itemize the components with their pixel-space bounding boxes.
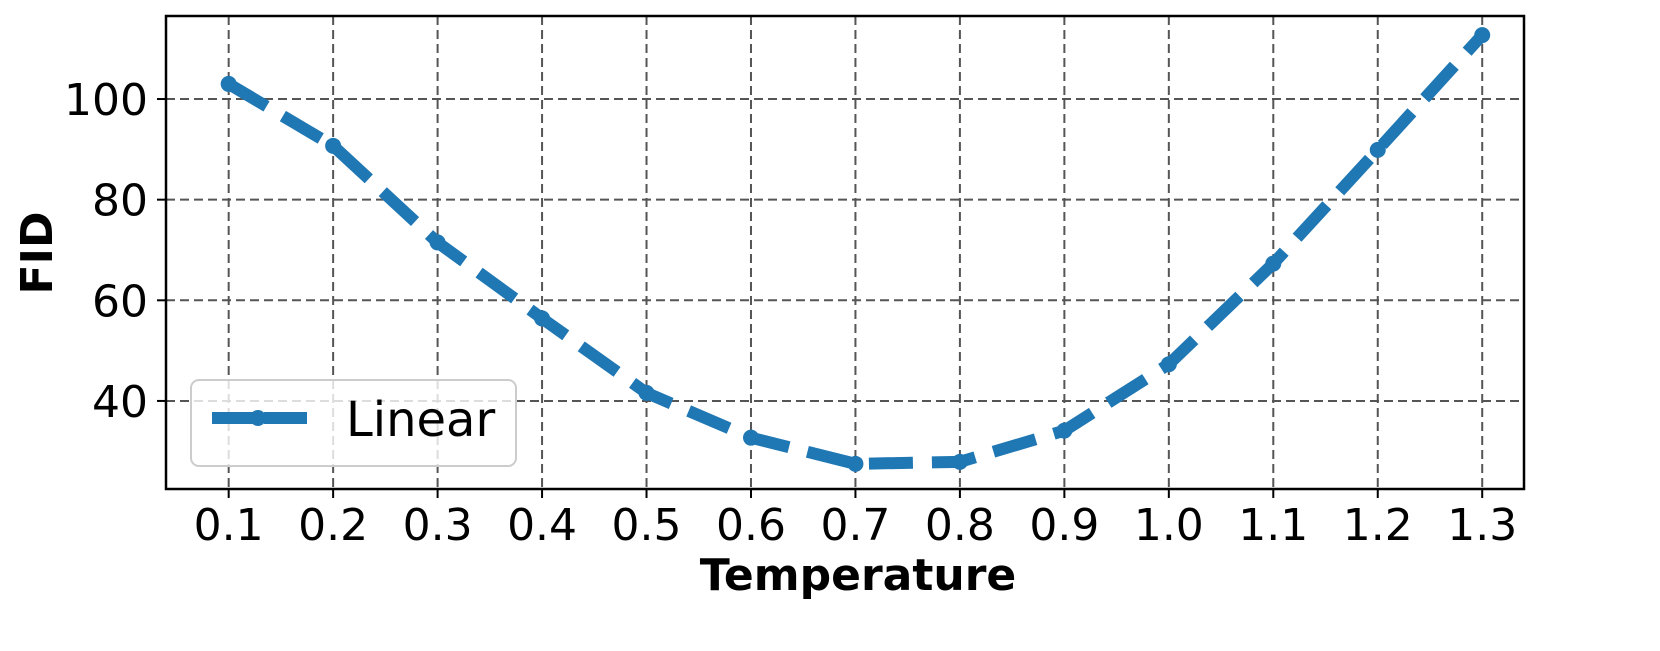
data-point-marker <box>1474 27 1491 44</box>
data-point-marker <box>1265 255 1282 272</box>
data-point-marker <box>1056 422 1073 439</box>
data-point-marker <box>534 310 551 327</box>
legend-box <box>190 379 517 467</box>
x-tick-label: 0.3 <box>403 500 473 551</box>
x-tick-label: 1.3 <box>1447 500 1517 551</box>
x-tick-label: 0.5 <box>612 500 682 551</box>
data-point-marker <box>951 453 968 470</box>
legend-marker-icon <box>250 410 266 426</box>
data-point-marker <box>1369 141 1386 158</box>
y-tick-label: 60 <box>92 276 148 327</box>
legend: Linear <box>190 379 517 467</box>
x-axis-ticks: 0.1 0.2 0.3 0.4 0.5 0.6 0.7 0.8 0.9 1.0 1.1 1.2 1.3 <box>194 489 1517 551</box>
data-point-marker <box>429 234 446 251</box>
x-tick-label: 0.1 <box>194 500 264 551</box>
plot-frame <box>164 14 1526 491</box>
data-point-marker <box>220 75 237 92</box>
x-tick-label: 1.0 <box>1134 500 1204 551</box>
x-axis-title: Temperature <box>700 550 1017 601</box>
y-axis-title: FID <box>12 212 63 295</box>
series-linear <box>220 27 1491 472</box>
x-tick-label: 0.7 <box>820 500 890 551</box>
y-tick-label: 40 <box>92 377 148 428</box>
y-tick-label: 100 <box>64 75 148 126</box>
x-tick-label: 0.8 <box>925 500 995 551</box>
x-tick-label: 0.4 <box>507 500 577 551</box>
x-tick-label: 0.6 <box>716 500 786 551</box>
data-point-marker <box>638 384 655 401</box>
legend-label-linear: Linear <box>346 392 495 448</box>
data-point-marker <box>1160 356 1177 373</box>
y-tick-label: 80 <box>92 176 148 227</box>
x-tick-label: 1.1 <box>1238 500 1308 551</box>
y-axis-ticks: 40 60 80 100 <box>64 75 166 428</box>
data-point-marker <box>847 455 864 472</box>
data-point-marker <box>325 137 342 154</box>
x-tick-label: 1.2 <box>1343 500 1413 551</box>
data-point-marker <box>742 429 759 446</box>
x-tick-label: 0.2 <box>298 500 368 551</box>
x-tick-label: 0.9 <box>1029 500 1099 551</box>
